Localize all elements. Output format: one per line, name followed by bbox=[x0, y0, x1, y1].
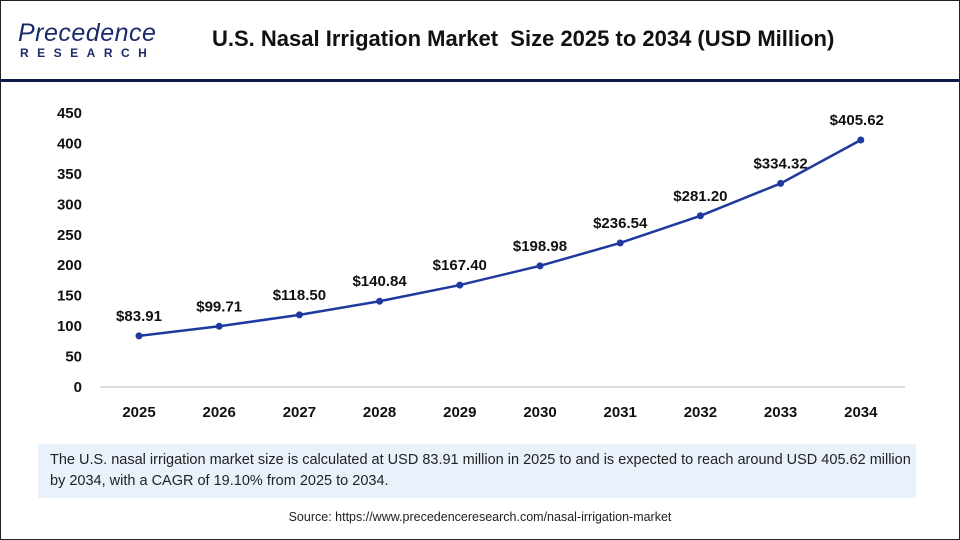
y-tick-label: 450 bbox=[57, 105, 82, 122]
y-tick-label: 0 bbox=[74, 379, 82, 396]
x-tick-label: 2025 bbox=[122, 404, 155, 421]
data-label: $198.98 bbox=[513, 238, 567, 255]
source-text: Source: https://www.precedenceresearch.c… bbox=[288, 510, 672, 524]
x-tick-label: 2030 bbox=[523, 404, 556, 421]
data-label: $83.91 bbox=[116, 308, 162, 325]
y-tick-label: 300 bbox=[57, 196, 82, 213]
logo-subtitle: RESEARCH bbox=[20, 46, 156, 60]
x-tick-label: 2029 bbox=[443, 404, 476, 421]
y-tick-label: 50 bbox=[65, 349, 82, 366]
data-label: $281.20 bbox=[673, 188, 727, 205]
data-label: $167.40 bbox=[433, 257, 487, 274]
x-tick-label: 2031 bbox=[604, 404, 637, 421]
chart-title: U.S. Nasal Irrigation Market Size 2025 t… bbox=[212, 26, 835, 51]
data-point bbox=[536, 262, 544, 270]
logo-wordmark: Precedence bbox=[18, 19, 157, 47]
x-tick-label: 2033 bbox=[764, 404, 797, 421]
header-divider bbox=[0, 79, 960, 82]
y-tick-label: 350 bbox=[57, 166, 82, 183]
summary-note: The U.S. nasal irrigation market size is… bbox=[38, 444, 916, 498]
data-point bbox=[215, 322, 223, 330]
data-label: $334.32 bbox=[753, 155, 807, 172]
data-point bbox=[376, 297, 384, 305]
x-tick-label: 2028 bbox=[363, 404, 396, 421]
y-tick-label: 250 bbox=[57, 227, 82, 244]
series-line bbox=[138, 138, 862, 338]
data-label: $99.71 bbox=[196, 298, 242, 315]
line-chart: 0 50 100 150 200 250 300 350 400 450 2025 2026 2027 2… bbox=[57, 105, 905, 421]
y-tick-label: 150 bbox=[57, 288, 82, 305]
data-point bbox=[135, 332, 143, 340]
data-label: $140.84 bbox=[352, 273, 407, 290]
data-point bbox=[616, 239, 624, 247]
data-point bbox=[295, 311, 303, 319]
x-tick-label: 2027 bbox=[283, 404, 316, 421]
data-point bbox=[696, 212, 704, 220]
data-label: $236.54 bbox=[593, 215, 648, 232]
y-tick-label: 400 bbox=[57, 135, 82, 152]
data-point bbox=[857, 136, 865, 144]
data-point bbox=[456, 281, 464, 289]
y-tick-label: 200 bbox=[57, 257, 82, 274]
data-label: $118.50 bbox=[273, 287, 326, 304]
x-tick-label: 2026 bbox=[203, 404, 236, 421]
logo: Precedence RESEARCH bbox=[18, 20, 158, 62]
x-tick-label: 2032 bbox=[684, 404, 717, 421]
x-tick-label: 2034 bbox=[844, 404, 878, 421]
data-point bbox=[777, 179, 785, 187]
y-tick-label: 100 bbox=[57, 318, 82, 335]
data-label: $405.62 bbox=[830, 112, 884, 129]
